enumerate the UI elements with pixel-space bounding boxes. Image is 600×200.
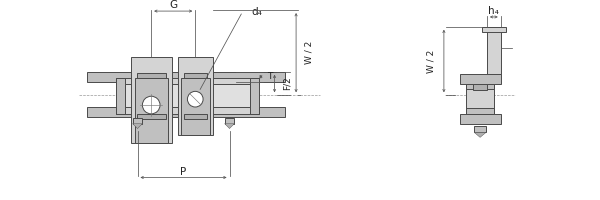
Text: T: T	[267, 72, 272, 81]
Bar	[133, 118, 142, 124]
Bar	[137, 114, 166, 119]
Text: d₄: d₄	[251, 7, 262, 17]
Bar	[184, 73, 207, 78]
Bar	[487, 27, 500, 74]
Bar	[137, 73, 166, 78]
Bar	[178, 57, 213, 135]
Bar	[116, 107, 259, 114]
Bar	[474, 126, 486, 132]
Bar	[250, 78, 259, 114]
Text: F/2: F/2	[283, 77, 292, 90]
Bar	[482, 27, 506, 32]
Bar	[116, 78, 125, 114]
Bar	[473, 84, 487, 90]
Text: h₄: h₄	[488, 6, 499, 16]
Bar	[116, 78, 259, 84]
Bar	[466, 84, 494, 89]
Polygon shape	[224, 124, 235, 129]
Bar	[125, 84, 250, 107]
Text: W / 2: W / 2	[305, 41, 314, 64]
Bar	[134, 78, 168, 143]
Polygon shape	[133, 124, 142, 129]
Circle shape	[142, 96, 160, 114]
Text: P: P	[181, 167, 187, 177]
Bar	[224, 118, 235, 124]
Bar	[460, 114, 500, 124]
Circle shape	[187, 91, 203, 107]
Text: G: G	[169, 0, 178, 10]
Polygon shape	[474, 132, 486, 137]
Text: W / 2: W / 2	[426, 49, 435, 73]
Bar	[466, 108, 494, 114]
Bar	[460, 74, 500, 84]
Bar	[466, 84, 494, 114]
Bar	[86, 72, 286, 82]
Bar	[86, 107, 286, 117]
Bar	[181, 78, 210, 135]
Bar	[131, 57, 172, 143]
Bar	[184, 114, 207, 119]
